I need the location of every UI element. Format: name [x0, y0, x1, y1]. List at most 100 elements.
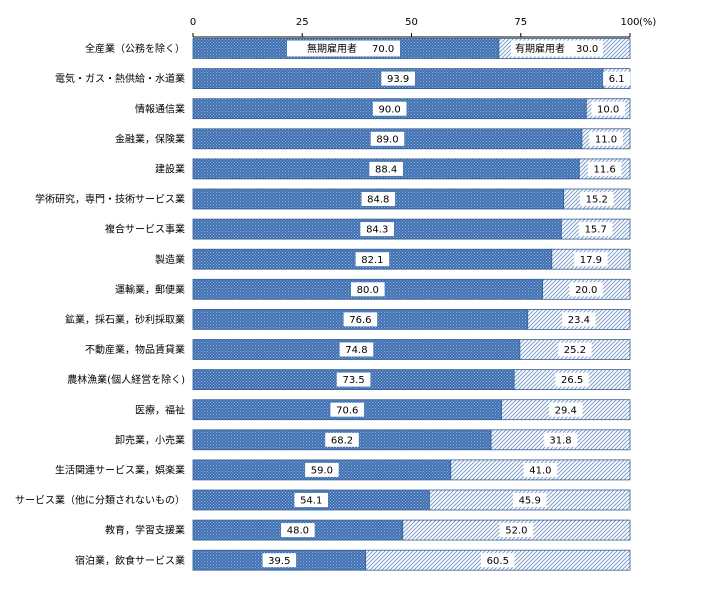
- category-label: 鉱業，採石業，砂利採取業: [65, 313, 185, 326]
- data-label: 6.1: [603, 71, 631, 86]
- data-label-box: [360, 222, 394, 237]
- category-label: 医療，福祉: [135, 403, 185, 416]
- data-label-text: 10.0: [597, 104, 619, 115]
- data-label-text: 26.5: [561, 375, 583, 386]
- category-label: 農林漁業(個人経営を除く): [67, 373, 185, 386]
- category-label: 金融業，保険業: [115, 132, 185, 145]
- data-label-box: [339, 342, 374, 357]
- x-tick-label: 0: [190, 17, 196, 28]
- data-label: 48.0: [281, 523, 315, 538]
- data-label-box: [305, 462, 339, 477]
- data-label-box: [578, 222, 613, 237]
- data-label: 54.1: [294, 493, 329, 507]
- data-label: 29.4: [548, 402, 583, 417]
- data-label: 無期雇用者 70.0: [287, 40, 400, 57]
- category-labels: 全産業（公務を除く） 電気・ガス・熱供給・水道業情報通信業金融業，保険業建設業学術…: [15, 42, 185, 567]
- data-label: 74.8: [339, 342, 374, 357]
- data-label: 26.5: [555, 372, 589, 387]
- data-label: 11.6: [587, 161, 622, 176]
- series-name-fixed-term: 有期雇用者: [515, 42, 565, 55]
- data-label: 90.0: [372, 101, 407, 116]
- data-label-text: 52.0: [505, 526, 527, 537]
- data-label: 10.0: [591, 101, 625, 116]
- data-label-box: [370, 131, 405, 146]
- data-label-text: 93.9: [387, 74, 409, 85]
- data-label-box: [548, 402, 583, 417]
- data-label-text: 23.4: [568, 315, 590, 326]
- data-label-text: 68.2: [331, 435, 353, 446]
- category-label: サービス業（他に分類されないもの）: [15, 494, 185, 507]
- data-label-text: 45.9: [519, 496, 541, 507]
- category-label: 教育，学習支援業: [105, 524, 185, 537]
- data-label-text: 11.0: [595, 134, 617, 145]
- data-label-box: [351, 282, 385, 297]
- data-label-text: 39.5: [268, 556, 290, 567]
- data-label: 15.2: [579, 192, 614, 206]
- data-label: 52.0: [499, 523, 534, 538]
- data-label-text: 60.5: [487, 556, 509, 567]
- data-label: 20.0: [569, 282, 604, 297]
- series-name-permanent: 無期雇用者: [307, 42, 357, 55]
- data-label-box: [355, 252, 390, 267]
- data-label-box: [587, 161, 622, 176]
- data-label-box: [591, 101, 625, 116]
- category-label: 運輸業，郵便業: [115, 283, 185, 296]
- data-label: 31.8: [543, 432, 578, 447]
- data-label-text: 31.8: [549, 435, 571, 446]
- data-label: 有期雇用者 30.0: [511, 40, 603, 57]
- data-label-text: 90.0: [379, 104, 401, 115]
- data-label-text: 59.0: [311, 466, 333, 477]
- data-label-text: 25.2: [564, 345, 586, 356]
- category-label: 電気・ガス・熱供給・水道業: [55, 72, 185, 85]
- data-label: 93.9: [381, 71, 415, 86]
- data-label-box: [569, 282, 604, 297]
- data-label-box: [330, 402, 365, 417]
- data-label: 59.0: [305, 462, 339, 477]
- data-label-text: 41.0: [529, 466, 551, 477]
- data-label-box: [325, 432, 359, 447]
- data-label: 15.7: [578, 222, 613, 237]
- data-label-text: 84.3: [366, 225, 388, 236]
- data-label: 17.9: [574, 252, 608, 267]
- x-tick-label: 100: [620, 17, 639, 28]
- data-label: 82.1: [355, 252, 390, 267]
- data-label-text: 6.1: [609, 74, 625, 85]
- data-label: 70.6: [330, 402, 365, 417]
- data-label-box: [294, 493, 329, 507]
- data-label-box: [574, 252, 608, 267]
- x-axis: (%): [193, 17, 656, 38]
- data-label-box: [369, 161, 403, 176]
- data-label-text: 73.5: [342, 375, 364, 386]
- value-labels: 無期雇用者 70.0 有期雇用者 30.0 93.9 6.1 90.0 10.0 89.0 11.…: [262, 40, 631, 568]
- data-label-box: [372, 101, 407, 116]
- data-label-box: [512, 493, 547, 507]
- data-label-text: 88.4: [375, 165, 397, 176]
- data-label-text: 17.9: [580, 255, 602, 266]
- data-label: 88.4: [369, 161, 403, 176]
- data-label-box: [262, 553, 297, 568]
- data-label-box: [481, 553, 515, 568]
- data-label: 73.5: [336, 372, 371, 387]
- data-label: 23.4: [562, 312, 596, 327]
- x-axis-unit-label: (%): [639, 17, 656, 28]
- data-label-text: 74.8: [345, 345, 367, 356]
- category-label: 不動産業，物品賃貸業: [85, 343, 185, 356]
- data-label-box: [343, 312, 378, 327]
- data-label: 68.2: [325, 432, 359, 447]
- data-label: 25.2: [558, 342, 592, 357]
- data-label-text: 84.8: [367, 195, 389, 206]
- data-label-box: [499, 523, 534, 538]
- data-label-box: [543, 432, 578, 447]
- data-label-text: 76.6: [349, 315, 371, 326]
- data-label-box: [603, 71, 631, 86]
- data-label-text: 29.4: [555, 405, 577, 416]
- data-label-text: 54.1: [300, 496, 322, 507]
- category-label: 学術研究，専門・技術サービス業: [35, 193, 185, 206]
- x-axis-ticks: 0 25 50 75 100: [190, 17, 640, 37]
- category-label: 建設業: [155, 163, 185, 176]
- data-label-box: [558, 342, 592, 357]
- category-label: 複合サービス事業: [105, 223, 185, 236]
- data-label-box: [361, 192, 396, 206]
- data-label-text: 15.7: [585, 225, 607, 236]
